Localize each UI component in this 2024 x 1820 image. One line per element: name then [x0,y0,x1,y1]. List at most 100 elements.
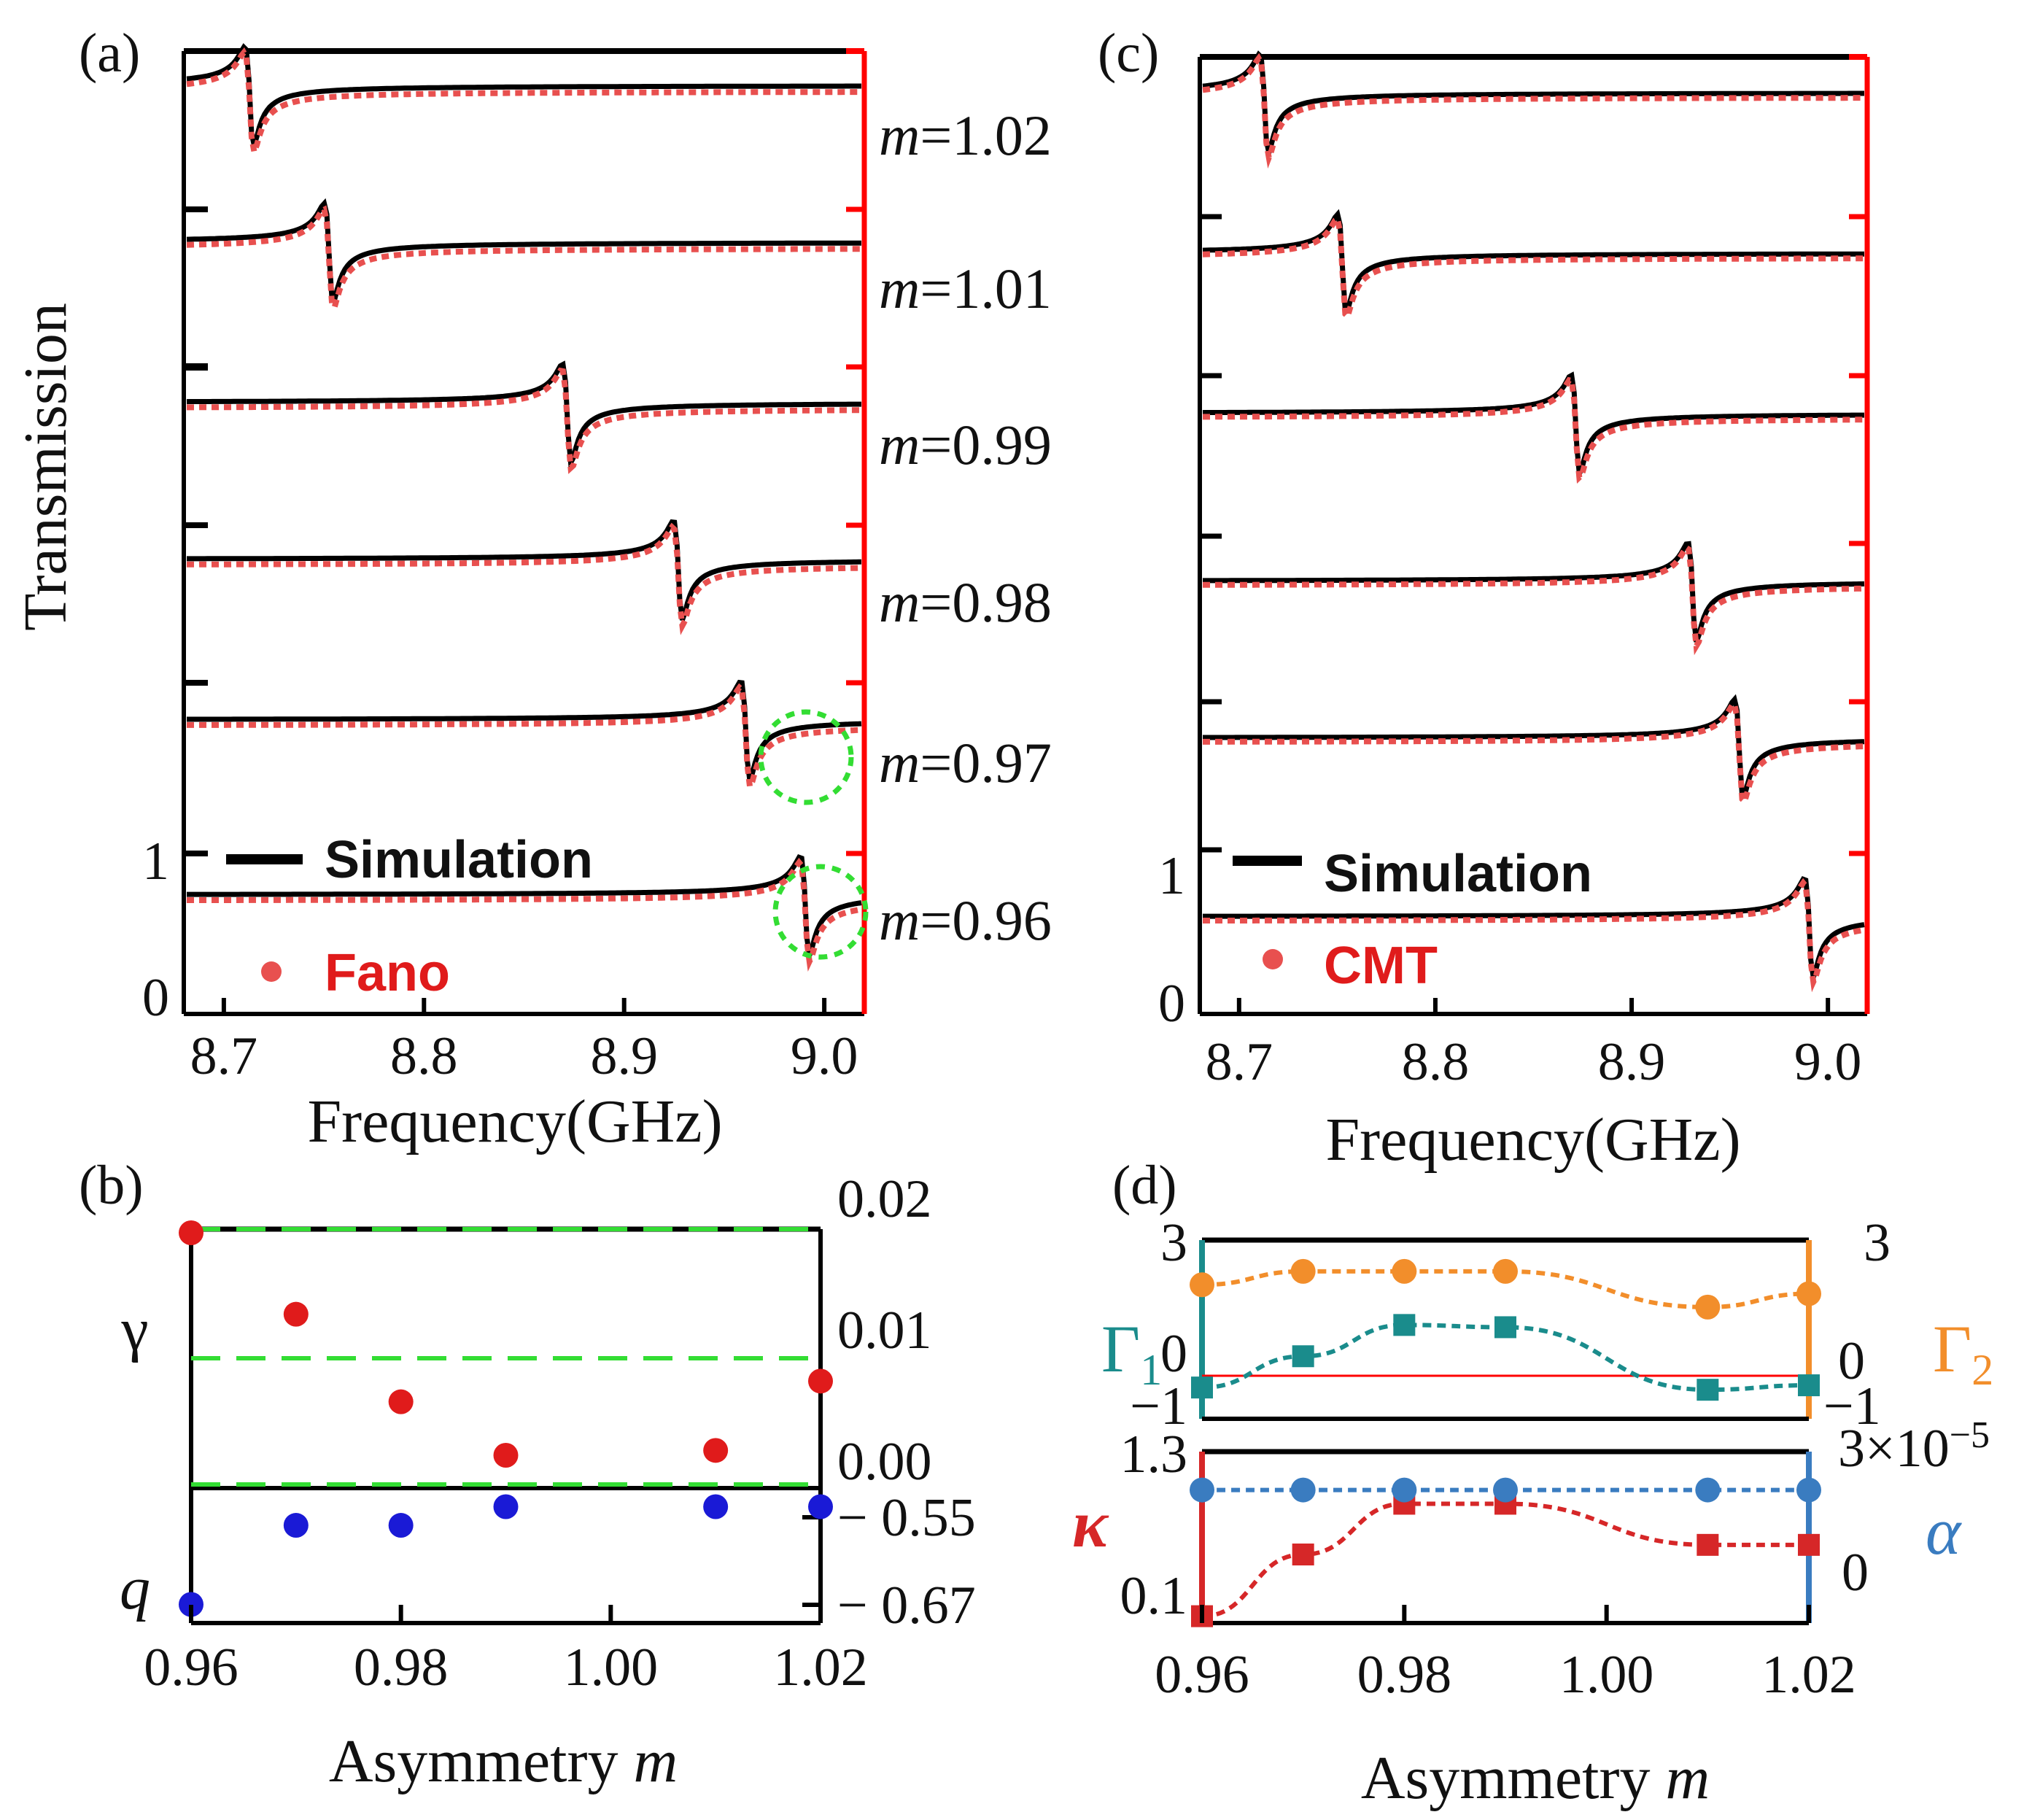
panel-d-tl-tick-1: 0 [1160,1324,1187,1384]
marker-Γ1 [1191,1376,1213,1399]
panel-a-frame [182,48,867,1016]
m-label-0-99: m=0.99 [879,413,1052,476]
trace-fit-m0-96 [1203,878,1865,993]
gamma-point [388,1389,414,1414]
panel-b-q-label: q [120,1554,150,1622]
panel-a-ylabel: Transmission [12,303,80,631]
marker-Γ1 [1798,1374,1820,1397]
d-xtick-label: 1.00 [1559,1645,1654,1705]
b-xtick-label: 0.96 [144,1638,239,1697]
marker-α [1190,1477,1214,1503]
trace-fit-m0-99 [187,367,861,474]
marker-κ [1697,1533,1719,1556]
xtick-label-9-0: 9.0 [1794,1032,1862,1092]
d-xtick-label: 0.98 [1357,1645,1452,1705]
highlight-circle-m097 [758,709,854,805]
trace-fit-m1-01 [1202,214,1864,322]
q-point [703,1494,729,1519]
panel-b-rtick-1: 0.01 [837,1301,932,1360]
marker-Γ1 [1494,1316,1516,1339]
m-label-0-96: m=0.96 [879,888,1052,952]
legend-fano: Fano [325,944,450,1002]
q-point [493,1494,519,1519]
panel-c-ytick-1: 1 [1158,846,1185,906]
legend-simulation: Simulation [325,831,593,889]
series-line-κ [1201,1501,1809,1619]
xtick-label-8-8: 8.8 [1402,1032,1470,1092]
panel-a-xlabel: Frequency(GHz) [307,1088,722,1155]
panel-c-ytick-0: 0 [1158,974,1185,1034]
gamma-point [493,1443,519,1468]
marker-α [1290,1477,1316,1503]
q-point [283,1513,309,1538]
panel-a-legend: Simulation Fano [226,831,593,1002]
xtick-label-8-7: 8.7 [190,1026,258,1086]
legend-cmt: CMT [1324,937,1438,995]
trace-sim-m1-02 [186,43,861,147]
panel-b-rtick-0: 0.02 [837,1169,932,1229]
panel-d-xticks: 0.96 0.98 1.00 1.02 [1155,1605,1856,1705]
panel-b-frame [189,1226,823,1625]
panel-a-m-labels: m=1.02 m=1.01 m=0.99 m=0.98 m=0.97 m=0.9… [879,104,1052,952]
xtick-label-8-8: 8.8 [390,1026,458,1086]
legend-fit-swatch [1263,949,1283,969]
xtick-label-8-7: 8.7 [1206,1032,1273,1092]
panel-c-frame [1198,54,1870,1016]
panel-d-kappa-label: κ [1072,1487,1109,1561]
panel-d-label: (d) [1112,1155,1177,1216]
panel-b-label: (b) [79,1155,144,1216]
gamma-point [179,1220,203,1245]
panel-d-tr-tick-0: 3 [1864,1213,1891,1273]
panel-a-label: (a) [79,23,140,84]
panel-b-gridlines [191,1227,821,1487]
panel-d-bl-tick-1: 0.1 [1120,1566,1188,1626]
xtick-label-8-9: 8.9 [1598,1032,1666,1092]
marker-Γ1 [1393,1314,1416,1336]
marker-Γ2 [1392,1258,1417,1284]
legend-simulation: Simulation [1324,845,1592,903]
marker-Γ2 [1796,1281,1821,1306]
d-xtick-label: 0.96 [1155,1645,1249,1705]
trace-sim-m1-01 [186,198,861,303]
panel-d-tl-tick-0: 3 [1160,1213,1187,1273]
marker-α [1796,1477,1821,1503]
panel-c-xlabel: Frequency(GHz) [1325,1106,1740,1174]
panel-b-rtick-2: 0.00 [837,1432,932,1492]
marker-Γ1 [1292,1345,1314,1368]
panel-d-xlabel: Asymmetry m [1361,1744,1710,1812]
panel-b-rtick-q1: − 0.67 [837,1576,976,1635]
panel-a-ytick-1: 1 [142,832,169,891]
marker-Γ1 [1697,1379,1719,1401]
panel-d-gamma2-label: Γ2 [1933,1312,1993,1394]
trace-fit-m0-98 [1203,543,1865,655]
panel-d: (d) 3 0 −1 3 0 −1 1.3 0.1 3×10−5 0 Γ1 [1072,1155,1993,1812]
b-xtick-label: 1.00 [564,1638,659,1697]
xtick-label-9-0: 9.0 [791,1026,858,1086]
panel-c: (c) Simulation CMT 1 0 8.7 8.8 8.9 [1098,23,1870,1174]
marker-α [1392,1477,1417,1503]
trace-fit-m1-02 [186,47,861,163]
panel-c-label: (c) [1098,23,1159,84]
panel-b-xlabel: Asymmetry m [329,1727,678,1795]
marker-Γ2 [1493,1258,1518,1284]
xtick-label-8-9: 8.9 [590,1026,658,1086]
trace-fit-m0-97 [1203,700,1865,808]
b-xtick-label: 1.02 [773,1638,868,1697]
q-point [808,1494,833,1519]
panel-b-gamma-label: γ [120,1296,148,1363]
b-xtick-label: 0.98 [354,1638,449,1697]
gamma-point [703,1438,729,1463]
panel-a-traces [186,43,862,972]
trace-fit-m0-96 [187,857,862,972]
marker-κ [1292,1544,1314,1565]
panel-d-bl-tick-0: 1.3 [1120,1425,1188,1484]
panel-a-highlights [758,709,869,960]
panel-c-xticks: 8.7 8.8 8.9 9.0 [1206,998,1862,1092]
panel-d-gamma1-label: Γ1 [1101,1312,1162,1394]
panel-d-br-tick-0: 3×10−5 [1838,1414,1990,1479]
panel-b-rtick-q0: − 0.55 [837,1488,976,1548]
trace-sim-m0-96 [1203,875,1865,978]
panel-a-xticks: 8.7 8.8 8.9 9.0 [190,998,858,1086]
